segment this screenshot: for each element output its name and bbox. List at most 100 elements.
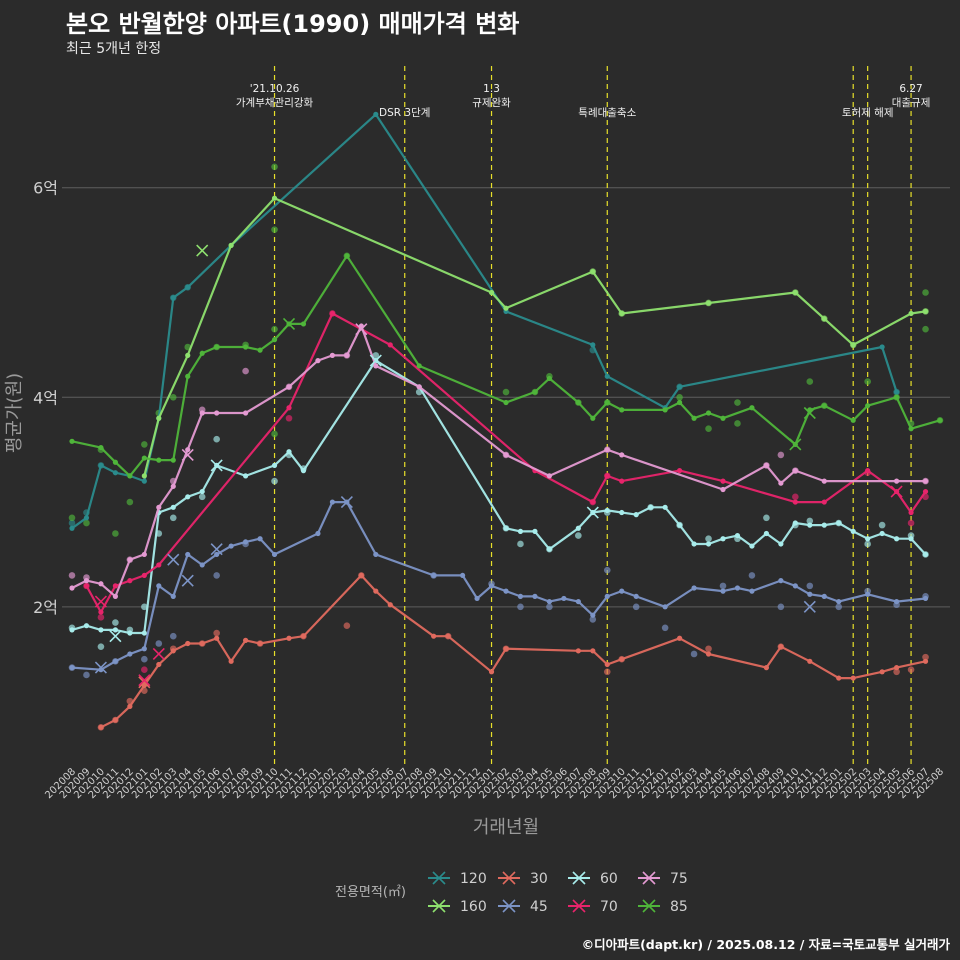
line-vertex-75	[344, 352, 350, 358]
cross-marker-45	[94, 661, 107, 674]
line-vertex-45	[69, 665, 75, 671]
data-point-85	[922, 325, 929, 333]
data-point-70	[907, 519, 915, 527]
line-vertex-160	[271, 195, 278, 201]
line-vertex-70	[387, 342, 393, 348]
data-point-85	[922, 289, 929, 296]
event-label: 토허제 해제	[842, 106, 894, 119]
line-vertex-70	[112, 583, 118, 589]
legend-label: 160	[460, 899, 487, 915]
line-vertex-45	[633, 593, 639, 599]
line-vertex-160	[488, 289, 495, 296]
data-point-30	[343, 622, 351, 629]
event-label: 규제완화	[472, 96, 511, 109]
legend-key-cross	[502, 899, 516, 913]
line-vertex-85	[185, 373, 191, 379]
line-vertex-75	[619, 452, 625, 458]
line-vertex-60	[749, 543, 755, 549]
data-point-85	[502, 388, 510, 396]
line-vertex-160	[792, 289, 798, 296]
line-vertex-30	[488, 669, 495, 675]
line-vertex-160	[821, 316, 827, 322]
line-vertex-120	[141, 478, 147, 484]
line-vertex-60	[286, 449, 292, 455]
data-point-60	[763, 514, 770, 522]
y-axis-title: 평균가(원)	[4, 373, 25, 453]
line-vertex-85	[199, 350, 205, 356]
line-vertex-60	[908, 536, 914, 542]
line-vertex-60	[532, 528, 538, 534]
line-vertex-60	[127, 630, 133, 636]
line-vertex-70	[792, 499, 798, 505]
line-vertex-120	[590, 342, 596, 348]
line-vertex-45	[836, 598, 842, 605]
line-vertex-30	[243, 637, 249, 643]
legend-key-cross	[572, 871, 586, 885]
legend: 전용면적(㎡) 120 160 30 45 60 70 75 85	[335, 871, 688, 915]
line-vertex-85	[590, 415, 596, 421]
cross-marker-160	[196, 244, 209, 257]
data-point-70	[285, 414, 293, 422]
line-vertex-45	[156, 583, 162, 589]
line-vertex-70	[677, 468, 683, 474]
data-point-30	[603, 668, 611, 676]
data-point-85	[271, 226, 278, 233]
line-vertex-160	[922, 308, 929, 314]
data-point-60	[141, 603, 148, 611]
line-vertex-85	[546, 375, 553, 382]
data-point-45	[690, 650, 698, 658]
line-vertex-45	[431, 572, 437, 579]
data-point-30	[922, 653, 929, 661]
line-vertex-85	[141, 455, 147, 461]
line-vertex-120	[98, 462, 104, 468]
data-point-45	[517, 603, 524, 611]
line-vertex-30	[604, 661, 610, 668]
line-vertex-60	[185, 494, 191, 500]
legend-label: 60	[600, 871, 618, 887]
line-vertex-75	[503, 452, 509, 458]
data-point-45	[83, 671, 90, 679]
line-vertex-30	[358, 572, 364, 579]
legend-key-cross	[432, 871, 446, 885]
event-label: DSR 3단계	[379, 107, 430, 119]
cross-marker-70	[94, 595, 107, 608]
line-vertex-60	[720, 536, 726, 542]
line-vertex-45	[865, 591, 871, 597]
line-vertex-30	[286, 635, 292, 641]
line-vertex-45	[922, 595, 929, 602]
line-vertex-85	[532, 389, 538, 395]
line-vertex-45	[662, 604, 668, 610]
line-vertex-60	[879, 530, 885, 537]
legend-label: 75	[670, 871, 688, 887]
line-vertex-120	[677, 384, 683, 390]
line-vertex-85	[112, 459, 118, 465]
line-vertex-60	[170, 504, 176, 510]
data-point-30	[213, 629, 220, 637]
line-vertex-45	[807, 591, 813, 597]
line-vertex-60	[807, 522, 813, 528]
line-vertex-45	[199, 562, 205, 568]
data-point-85	[734, 420, 741, 427]
legend-key-cross	[572, 899, 586, 913]
line-vertex-30	[763, 665, 770, 671]
line-vertex-120	[170, 295, 176, 301]
line-vertex-45	[503, 588, 509, 594]
line-vertex-45	[532, 593, 538, 599]
cross-marker-75	[181, 448, 194, 461]
line-vertex-75	[720, 486, 726, 493]
line-vertex-85	[850, 417, 856, 423]
cross-marker-85	[282, 317, 296, 331]
line-vertex-85	[604, 399, 610, 406]
line-vertex-45	[734, 585, 741, 591]
line-vertex-70	[908, 509, 914, 516]
line-vertex-30	[590, 648, 596, 654]
event-label: '21.10.26	[250, 83, 300, 95]
line-vertex-45	[749, 588, 755, 594]
y-tick-label: 2억	[33, 598, 58, 617]
line-vertex-70	[604, 473, 610, 479]
line-vertex-60	[199, 488, 205, 495]
line-vertex-45	[127, 651, 133, 657]
line-vertex-30	[431, 633, 437, 639]
line-vertex-85	[619, 407, 625, 413]
data-point-70	[792, 493, 799, 501]
